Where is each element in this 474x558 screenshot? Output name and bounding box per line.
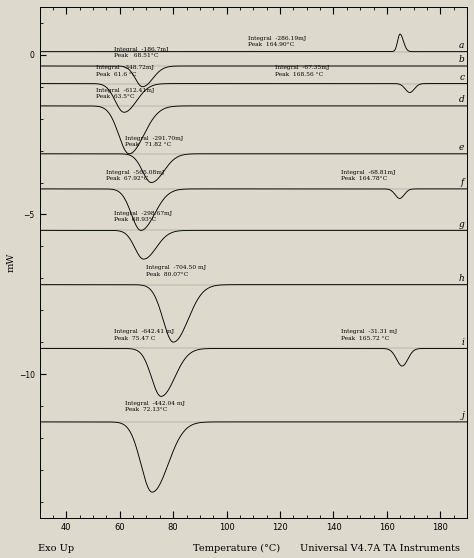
- Text: i: i: [462, 338, 465, 347]
- Text: g: g: [459, 220, 465, 229]
- Text: a: a: [459, 41, 465, 50]
- Text: Integral  -31.31 mJ
Peak  165.72 °C: Integral -31.31 mJ Peak 165.72 °C: [341, 329, 398, 340]
- Text: Integral  -67.35mJ
Peak  168.56 °C: Integral -67.35mJ Peak 168.56 °C: [275, 65, 329, 76]
- Text: c: c: [459, 73, 465, 82]
- Text: Integral  -291.70mJ
Peak   71.82 °C: Integral -291.70mJ Peak 71.82 °C: [125, 136, 183, 147]
- Text: Integral  -348.72mJ
Peak  61.6 °C: Integral -348.72mJ Peak 61.6 °C: [96, 65, 154, 76]
- Text: Integral  -442.04 mJ
Peak  72.13°C: Integral -442.04 mJ Peak 72.13°C: [125, 401, 185, 412]
- Text: Integral  -286.19mJ
Peak  164.90°C: Integral -286.19mJ Peak 164.90°C: [248, 36, 306, 47]
- Text: Universal V4.7A TA Instruments: Universal V4.7A TA Instruments: [300, 544, 460, 554]
- Text: h: h: [459, 274, 465, 283]
- Text: d: d: [459, 95, 465, 104]
- Y-axis label: mW: mW: [7, 253, 16, 272]
- Text: Integral  -68.81mJ
Peak  164.78°C: Integral -68.81mJ Peak 164.78°C: [341, 170, 396, 181]
- Text: Integral  -298.67mJ
Peak  68.93°C: Integral -298.67mJ Peak 68.93°C: [114, 211, 173, 223]
- Text: Integral  -565.08mJ
Peak  67.92°C: Integral -565.08mJ Peak 67.92°C: [106, 170, 164, 181]
- Text: Integral  -704.50 mJ
Peak  80.07°C: Integral -704.50 mJ Peak 80.07°C: [146, 266, 207, 277]
- Text: j: j: [462, 411, 465, 420]
- Text: b: b: [459, 55, 465, 64]
- Text: f: f: [461, 179, 465, 187]
- Text: Integral  -612.41mJ
Peak  63.5°C: Integral -612.41mJ Peak 63.5°C: [96, 88, 154, 99]
- Text: e: e: [459, 143, 465, 152]
- Text: Integral  -642.41 mJ
Peak  75.47 C: Integral -642.41 mJ Peak 75.47 C: [114, 329, 174, 340]
- Text: Temperature (°C): Temperature (°C): [193, 544, 281, 554]
- Text: Integral  -186.7mJ
Peak   68.51°C: Integral -186.7mJ Peak 68.51°C: [114, 47, 169, 58]
- Text: Exo Up: Exo Up: [38, 544, 74, 554]
